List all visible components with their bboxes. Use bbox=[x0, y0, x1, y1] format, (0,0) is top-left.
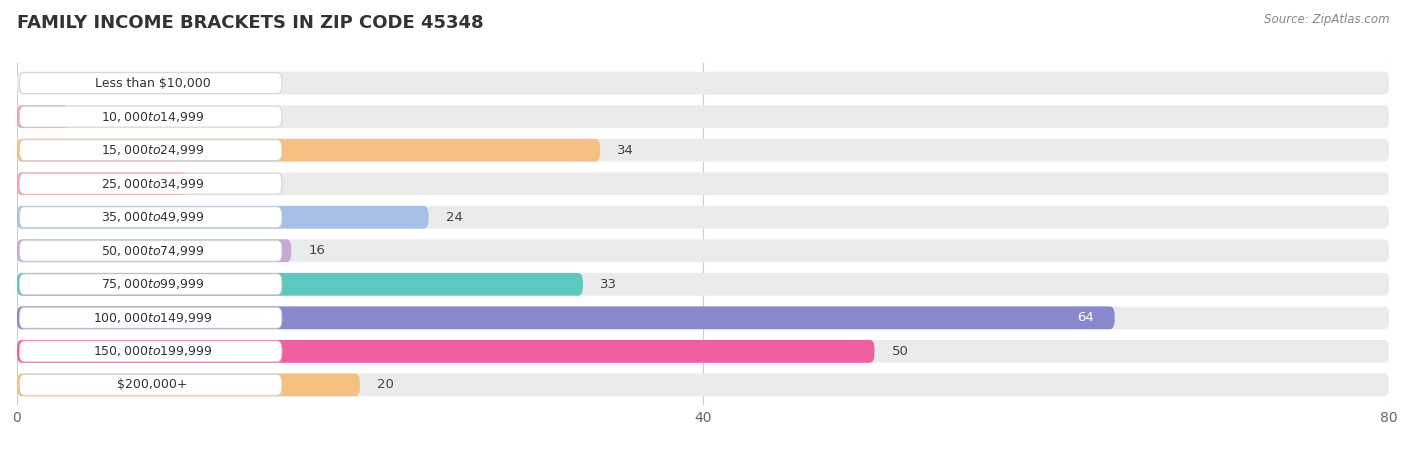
FancyBboxPatch shape bbox=[17, 273, 1389, 296]
FancyBboxPatch shape bbox=[20, 307, 281, 328]
Text: $75,000 to $99,999: $75,000 to $99,999 bbox=[101, 277, 204, 291]
Text: $10,000 to $14,999: $10,000 to $14,999 bbox=[101, 110, 204, 124]
Text: FAMILY INCOME BRACKETS IN ZIP CODE 45348: FAMILY INCOME BRACKETS IN ZIP CODE 45348 bbox=[17, 14, 484, 32]
FancyBboxPatch shape bbox=[17, 306, 1115, 329]
FancyBboxPatch shape bbox=[17, 374, 360, 396]
Text: Source: ZipAtlas.com: Source: ZipAtlas.com bbox=[1264, 14, 1389, 27]
FancyBboxPatch shape bbox=[20, 73, 281, 94]
FancyBboxPatch shape bbox=[17, 206, 1389, 229]
Text: 50: 50 bbox=[891, 345, 908, 358]
FancyBboxPatch shape bbox=[20, 106, 281, 127]
Text: Less than $10,000: Less than $10,000 bbox=[94, 76, 211, 90]
Text: 34: 34 bbox=[617, 144, 634, 157]
FancyBboxPatch shape bbox=[20, 140, 281, 161]
Text: $50,000 to $74,999: $50,000 to $74,999 bbox=[101, 244, 204, 258]
Text: 33: 33 bbox=[600, 278, 617, 291]
FancyBboxPatch shape bbox=[17, 172, 188, 195]
FancyBboxPatch shape bbox=[17, 139, 600, 162]
Text: $15,000 to $24,999: $15,000 to $24,999 bbox=[101, 143, 204, 157]
FancyBboxPatch shape bbox=[20, 274, 281, 295]
Text: $35,000 to $49,999: $35,000 to $49,999 bbox=[101, 210, 204, 224]
Text: 0: 0 bbox=[34, 76, 42, 90]
FancyBboxPatch shape bbox=[17, 340, 1389, 363]
FancyBboxPatch shape bbox=[17, 239, 291, 262]
Text: $150,000 to $199,999: $150,000 to $199,999 bbox=[93, 344, 212, 358]
Text: $200,000+: $200,000+ bbox=[117, 378, 187, 392]
FancyBboxPatch shape bbox=[20, 173, 281, 194]
Text: 20: 20 bbox=[377, 378, 394, 392]
FancyBboxPatch shape bbox=[17, 340, 875, 363]
Text: 64: 64 bbox=[1077, 311, 1094, 324]
Text: 3: 3 bbox=[86, 110, 94, 123]
Text: 10: 10 bbox=[205, 177, 222, 190]
Text: $100,000 to $149,999: $100,000 to $149,999 bbox=[93, 311, 212, 325]
FancyBboxPatch shape bbox=[17, 206, 429, 229]
FancyBboxPatch shape bbox=[17, 105, 1389, 128]
FancyBboxPatch shape bbox=[20, 374, 281, 395]
FancyBboxPatch shape bbox=[17, 139, 1389, 162]
FancyBboxPatch shape bbox=[20, 240, 281, 261]
FancyBboxPatch shape bbox=[20, 341, 281, 362]
FancyBboxPatch shape bbox=[17, 374, 1389, 396]
FancyBboxPatch shape bbox=[17, 273, 583, 296]
FancyBboxPatch shape bbox=[17, 306, 1389, 329]
FancyBboxPatch shape bbox=[17, 239, 1389, 262]
Text: $25,000 to $34,999: $25,000 to $34,999 bbox=[101, 177, 204, 191]
FancyBboxPatch shape bbox=[17, 72, 1389, 94]
FancyBboxPatch shape bbox=[17, 105, 69, 128]
Text: 24: 24 bbox=[446, 211, 463, 224]
FancyBboxPatch shape bbox=[20, 207, 281, 228]
Text: 16: 16 bbox=[308, 244, 325, 257]
FancyBboxPatch shape bbox=[17, 172, 1389, 195]
